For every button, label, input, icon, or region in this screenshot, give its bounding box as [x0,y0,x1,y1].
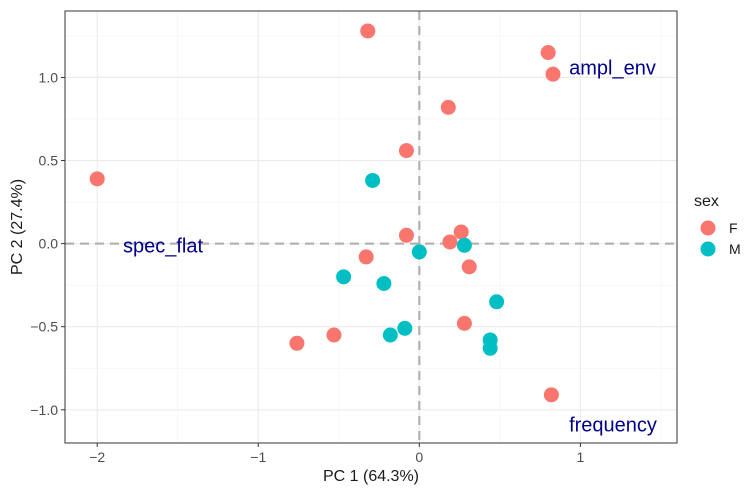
data-point-f [326,327,342,343]
data-point-f [398,143,414,159]
annotation-label: ampl_env [569,57,656,79]
plot-panel-border [64,10,678,444]
data-point-f [456,315,472,331]
data-point-f [543,387,559,403]
data-point-m [376,275,392,291]
legend: sex FM [694,193,741,257]
x-axis-title: PC 1 (64.3%) [323,468,419,485]
data-point-f [360,23,376,39]
legend-key-m [700,241,716,257]
data-point-m [336,269,352,285]
data-point-f [442,234,458,250]
data-point-m [411,244,427,260]
annotations: ampl_env spec_flat frequency [123,57,657,436]
y-axis-title: PC 2 (27.4%) [9,179,26,275]
data-point-f [545,66,561,82]
legend-label-m: M [729,241,741,257]
x-axis-ticks: −2 −1 0 1 [89,443,584,465]
data-point-f [453,224,469,240]
data-point-f [89,171,105,187]
annotation-label: spec_flat [123,235,203,257]
data-point-m [482,340,498,356]
data-point-f [461,259,477,275]
annotation-label: frequency [569,415,657,437]
data-point-m [382,327,398,343]
y-tick-label: 0.5 [39,153,59,169]
x-tick-label: −1 [250,449,266,465]
data-point-m [397,320,413,336]
reference-lines [65,11,677,443]
y-tick-label: 0.0 [39,236,59,252]
x-tick-label: 1 [576,449,584,465]
x-tick-label: −2 [89,449,105,465]
y-tick-label: −0.5 [30,319,58,335]
data-point-f [289,335,305,351]
data-point-f [540,45,556,61]
grid-lines [65,11,677,443]
data-point-m [456,237,472,253]
data-point-m [365,172,381,188]
y-tick-label: 1.0 [39,69,59,85]
data-point-f [440,99,456,115]
data-point-m [489,294,505,310]
data-point-f [358,249,374,265]
legend-title: sex [694,193,719,210]
plot-panel-background [65,11,677,443]
y-axis-ticks: −1.0 −0.5 0.0 0.5 1.0 [30,69,65,418]
data-point-f [398,227,414,243]
x-tick-label: 0 [415,449,423,465]
data-points [89,23,561,403]
legend-key-f [700,220,716,236]
y-tick-label: −1.0 [30,402,58,418]
legend-label-f: F [729,220,738,236]
